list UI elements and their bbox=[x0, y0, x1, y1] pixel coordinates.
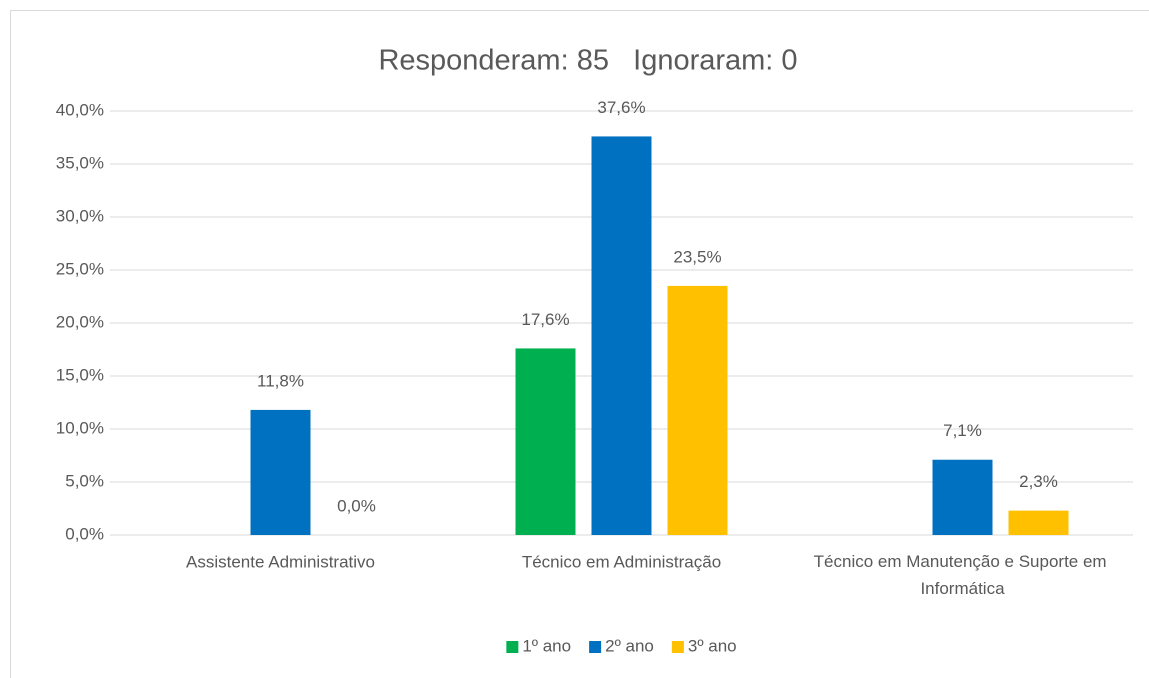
data-label: 7,1% bbox=[943, 421, 982, 440]
legend-swatch bbox=[589, 641, 602, 653]
chart-frame bbox=[10, 10, 1149, 678]
y-tick-label: 30,0% bbox=[56, 206, 104, 225]
bar bbox=[1008, 510, 1069, 535]
x-tick-label: Técnico em Manutenção e Suporte em Infor… bbox=[814, 552, 1112, 598]
data-label: 37,6% bbox=[597, 98, 645, 117]
y-tick-label: 5,0% bbox=[65, 471, 104, 490]
y-tick-label: 25,0% bbox=[56, 259, 104, 278]
data-label: 11,8% bbox=[257, 371, 304, 390]
x-tick-label: Assistente Administrativo bbox=[186, 552, 375, 571]
y-tick-label: 15,0% bbox=[56, 365, 104, 384]
chart-title: Responderam: 85 Ignoraram: 0 bbox=[378, 45, 797, 77]
x-tick-label: Técnico em Administração bbox=[522, 552, 721, 571]
bar bbox=[667, 285, 728, 535]
data-label: 0,0% bbox=[337, 496, 376, 515]
legend-label: 1º ano bbox=[522, 636, 571, 655]
y-tick-label: 0,0% bbox=[65, 524, 104, 543]
legend-swatch bbox=[671, 641, 684, 653]
y-tick-label: 40,0% bbox=[56, 100, 104, 119]
legend-item: 1º ano bbox=[506, 636, 571, 655]
data-label: 23,5% bbox=[673, 247, 721, 266]
bar bbox=[515, 348, 576, 535]
legend-item: 2º ano bbox=[589, 636, 654, 655]
bar bbox=[250, 409, 311, 535]
data-label: 17,6% bbox=[521, 310, 569, 329]
legend-label: 3º ano bbox=[688, 636, 737, 655]
data-label: 2,3% bbox=[1019, 472, 1058, 491]
y-tick-label: 35,0% bbox=[56, 153, 104, 172]
bar bbox=[591, 136, 652, 535]
bar bbox=[932, 459, 993, 535]
legend-label: 2º ano bbox=[605, 636, 654, 655]
y-tick-label: 10,0% bbox=[56, 418, 104, 437]
y-tick-label: 20,0% bbox=[56, 312, 104, 331]
legend-item: 3º ano bbox=[671, 636, 737, 655]
legend-swatch bbox=[506, 641, 519, 653]
